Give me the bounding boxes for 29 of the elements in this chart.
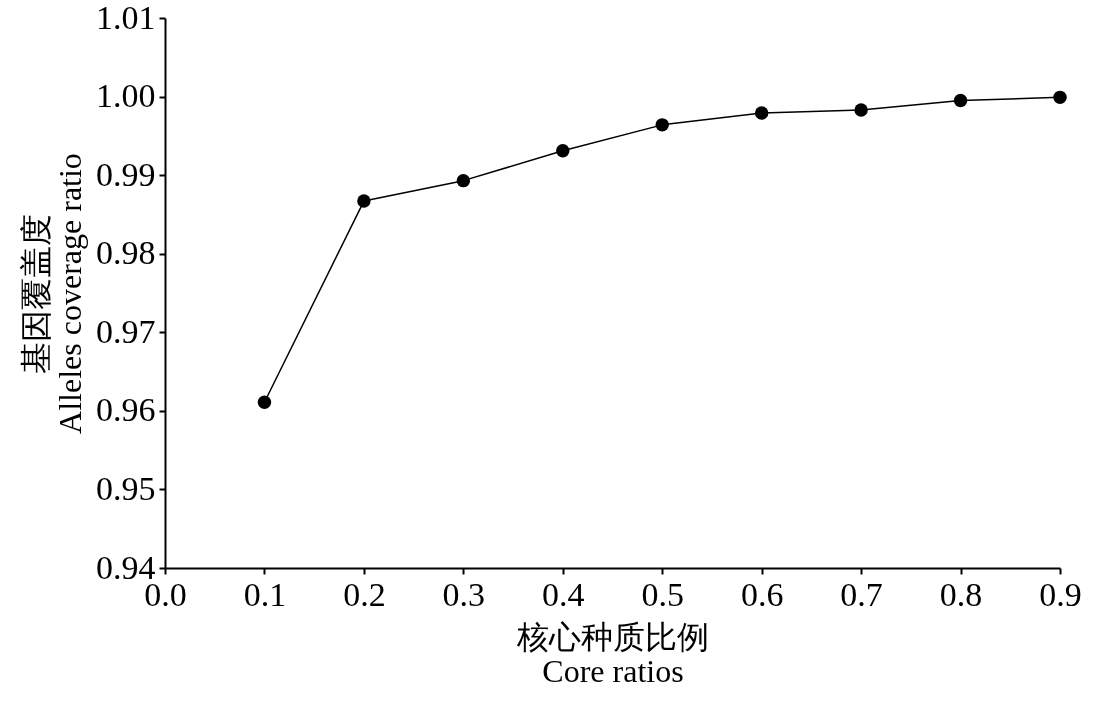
point: [953, 93, 968, 108]
point: [854, 103, 868, 117]
x-tick-label: 0.9: [1039, 575, 1082, 613]
text: 核心种质比例: [517, 618, 709, 655]
x-tick-label: 0.3: [442, 575, 486, 613]
text: Alleles coverage ratio: [52, 153, 88, 434]
x-tick-label: 0.5: [641, 575, 684, 613]
x-tick-label: 0.1: [243, 575, 287, 613]
y-tick-label: 0.95: [96, 469, 156, 507]
y-tick-label: 0.96: [96, 391, 156, 429]
y-tick-label: 0.99: [96, 155, 156, 193]
text: 基因覆盖度: [18, 213, 54, 374]
y-tick-label: 0.97: [96, 312, 156, 350]
point: [754, 106, 769, 120]
y-tick-label: 0.98: [96, 234, 156, 272]
x-tick-label: 0.6: [740, 575, 784, 613]
text: Core ratios: [542, 652, 684, 689]
x-tick-label: 0.8: [939, 575, 983, 613]
x-tick-label: 0.2: [343, 575, 386, 613]
point: [556, 144, 570, 158]
x-tick-label: 0.4: [542, 575, 585, 613]
point: [257, 395, 272, 409]
point: [357, 194, 371, 208]
point: [456, 173, 471, 188]
y-tick-label: 1.01: [96, 0, 156, 36]
point: [1053, 90, 1067, 105]
y-tick-label: 1.00: [96, 77, 156, 115]
point: [655, 118, 669, 132]
x-tick-label: 0.7: [840, 575, 883, 613]
